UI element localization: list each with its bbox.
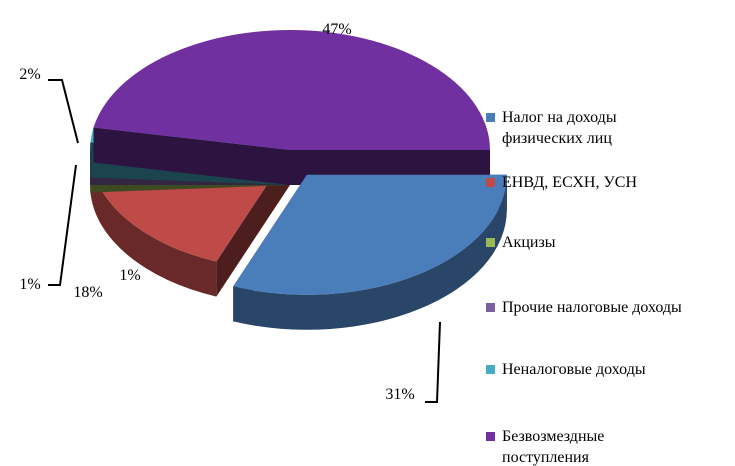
data-label: 1% xyxy=(119,267,140,284)
legend-label: Акцизы xyxy=(502,234,556,251)
slice xyxy=(233,174,507,295)
legend-swatch xyxy=(486,365,495,374)
data-label: 1% xyxy=(19,276,40,293)
legend-label: ЕНВД, ЕСХН, УСН xyxy=(502,174,637,191)
legend-swatch xyxy=(486,238,495,247)
legend-item: Безвозмездные поступления xyxy=(486,426,672,466)
data-label: 47% xyxy=(322,21,351,38)
legend-item: Акцизы xyxy=(486,232,556,253)
legend-label: Безвозмездные поступления xyxy=(502,428,605,466)
leader-line xyxy=(48,164,77,286)
legend-swatch xyxy=(486,303,495,312)
legend-item: Неналоговые доходы xyxy=(486,359,646,380)
slice xyxy=(93,29,491,150)
legend-label: Прочие налоговые доходы xyxy=(502,299,682,316)
legend-item: Налог на доходы физических лиц xyxy=(486,107,672,149)
legend-swatch xyxy=(486,178,495,187)
legend-swatch xyxy=(486,432,495,441)
legend: Налог на доходы физических лиц ЕНВД, ЕСХН… xyxy=(486,0,731,466)
legend-label: Налог на доходы физических лиц xyxy=(502,109,617,147)
legend-label: Неналоговые доходы xyxy=(502,361,646,378)
legend-item: Прочие налоговые доходы xyxy=(486,297,682,318)
slice-wall xyxy=(93,127,291,185)
slice-wall xyxy=(216,150,290,297)
data-label: 18% xyxy=(73,284,102,301)
data-label: 2% xyxy=(19,66,40,83)
legend-item: ЕНВД, ЕСХН, УСН xyxy=(486,172,637,193)
leader-line xyxy=(48,79,79,144)
data-label: 31% xyxy=(385,386,414,403)
legend-swatch xyxy=(486,113,495,122)
slice-side xyxy=(233,174,507,330)
leader-line xyxy=(425,321,441,403)
slice-side xyxy=(90,157,217,297)
